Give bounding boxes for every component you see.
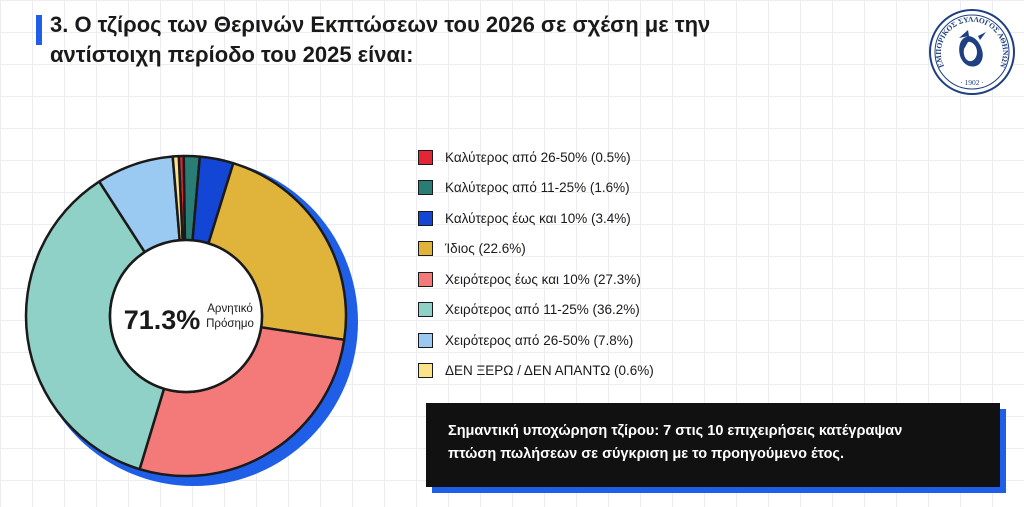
legend-label: Χειρότερος από 26-50% (7.8%) [445,332,634,348]
center-label-line-1: Αρνητικό [207,303,252,315]
chart-slices [24,154,348,478]
seal-year: · 1902 · [960,78,984,87]
title-line-2: αντίστοιχη περίοδο του 2025 είναι: [50,42,414,67]
legend-item-6: Χειρότερος από 11-25% (36.2%) [418,295,838,326]
legend-swatch [418,241,433,257]
legend-label: Ίδιος (22.6%) [445,241,526,257]
legend-item-2: Καλύτερος από 11-25% (1.6%) [418,173,838,204]
legend-label: Καλύτερος από 26-50% (0.5%) [445,149,631,165]
center-label-line-2: Πρόσημο [206,318,254,330]
legend-label: ΔΕΝ ΞΕΡΩ / ΔΕΝ ΑΠΑΝΤΩ (0.6%) [445,363,654,379]
legend-label: Χειρότερος έως και 10% (27.3%) [445,271,641,287]
title-accent-bar [36,15,42,45]
legend-swatch [418,180,433,196]
legend-swatch [418,363,433,379]
title-line-1: 3. Ο τζίρος των Θερινών Εκπτώσεων του 20… [50,12,711,37]
legend-item-5: Χειρότερος έως και 10% (27.3%) [418,264,838,295]
legend-swatch [418,210,433,226]
legend-label: Χειρότερος από 11-25% (36.2%) [445,302,640,318]
legend-item-1: Καλύτερος από 26-50% (0.5%) [418,142,838,173]
legend-label: Καλύτερος από 11-25% (1.6%) [445,180,630,196]
legend-item-7: Χειρότερος από 26-50% (7.8%) [418,325,838,356]
callout-line-1: Σημαντική υποχώρηση τζίρου: 7 στις 10 επ… [448,423,903,439]
center-value: 71.3% [124,305,201,335]
donut-hole [108,238,264,394]
legend-swatch [418,302,433,318]
page-title: 3. Ο τζίρος των Θερινών Εκπτώσεων του 20… [50,10,850,70]
legend-swatch [418,149,433,165]
chart-legend: Καλύτερος από 26-50% (0.5%) Καλύτερος από… [418,142,838,386]
legend-swatch [418,271,433,287]
legend-item-8: ΔΕΝ ΞΕΡΩ / ΔΕΝ ΑΠΑΝΤΩ (0.6%) [418,356,838,387]
hermes-head-seal-icon [959,30,986,67]
legend-item-3: Καλύτερος έως και 10% (3.4%) [418,203,838,234]
callout-line-2: πτώση πωλήσεων σε σύγκριση με το προηγού… [448,446,844,462]
donut-chart: 71.3% Αρνητικό Πρόσημο [24,154,358,486]
legend-item-4: Ίδιος (22.6%) [418,234,838,265]
association-seal-logo: ΕΜΠΟΡΙΚΟΣ ΣΥΛΛΟΓΟΣ ΑΘΗΝΩΝ · 1902 · [929,9,1015,95]
legend-swatch [418,332,433,348]
legend-label: Καλύτερος έως και 10% (3.4%) [445,210,631,226]
summary-callout: Σημαντική υποχώρηση τζίρου: 7 στις 10 επ… [426,403,1000,487]
